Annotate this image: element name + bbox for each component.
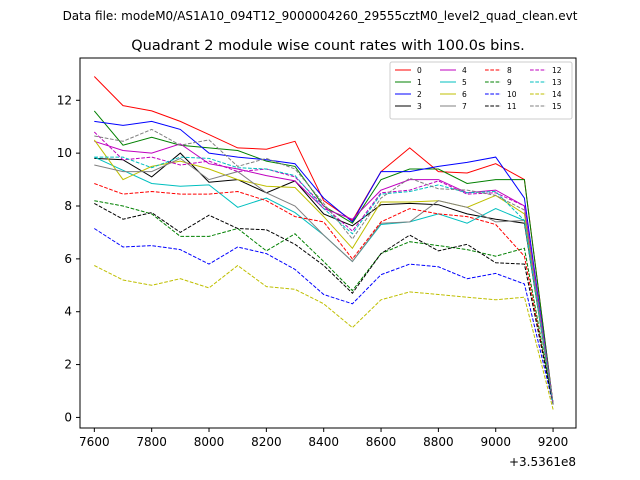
x-tick-label-8000: 8000: [194, 435, 225, 449]
series-line-0: [93, 76, 554, 405]
legend-label-6: 6: [462, 90, 467, 99]
chart-title: Quadrant 2 module wise count rates with …: [131, 38, 525, 54]
legend-label-14: 14: [552, 90, 562, 99]
series-line-2: [94, 120, 554, 405]
x-tick-label-7600: 7600: [79, 435, 110, 449]
series-line-9: [94, 200, 554, 405]
y-tick-label-12: 12: [57, 93, 72, 107]
series-line-12: [93, 131, 554, 405]
series-line-7: [94, 157, 554, 405]
legend-label-10: 10: [507, 90, 517, 99]
series-line-5: [94, 156, 554, 405]
series-line-13: [94, 156, 554, 405]
x-tick-label-8800: 8800: [423, 435, 454, 449]
legend-label-13: 13: [552, 78, 562, 87]
x-axis: 7600 7800 8000 8200 8400 8600 8800 9000 9200: [79, 428, 568, 449]
legend-label-11: 11: [507, 102, 517, 111]
legend-label-12: 12: [552, 66, 562, 75]
y-tick-label-2: 2: [64, 358, 72, 372]
x-offset-label: +3.5361e8: [509, 455, 576, 469]
data-file-label: Data file: modeM0/AS1A10_094T12_90000042…: [63, 9, 578, 23]
x-tick-label-9200: 9200: [538, 435, 569, 449]
y-tick-label-10: 10: [57, 146, 72, 160]
x-tick-label-8200: 8200: [251, 435, 282, 449]
legend-label-15: 15: [552, 102, 562, 111]
series-layer: [93, 76, 554, 410]
plot-frame: [79, 57, 577, 429]
series-line-3: [94, 152, 554, 405]
legend-label-4: 4: [462, 66, 467, 75]
y-tick-label-8: 8: [64, 199, 72, 213]
series-line-8: [94, 183, 554, 405]
legend-label-3: 3: [417, 102, 422, 111]
legend-label-7: 7: [462, 102, 467, 111]
legend-label-5: 5: [462, 78, 467, 87]
x-tick-label-9000: 9000: [480, 435, 511, 449]
y-tick-label-4: 4: [64, 305, 72, 319]
legend-label-9: 9: [507, 78, 512, 87]
series-line-11: [94, 202, 554, 405]
legend-label-8: 8: [507, 66, 512, 75]
y-tick-label-6: 6: [64, 252, 72, 266]
x-tick-label-7800: 7800: [136, 435, 167, 449]
series-line-15: [94, 128, 554, 405]
legend-label-1: 1: [417, 78, 422, 87]
series-line-14: [94, 264, 554, 410]
series-line-10: [94, 228, 554, 405]
y-tick-label-0: 0: [64, 410, 72, 424]
y-axis: 0 2 4 6 8 10 12: [57, 93, 80, 424]
x-tick-label-8600: 8600: [366, 435, 397, 449]
series-line-6: [93, 139, 554, 405]
series-line-1: [93, 110, 554, 405]
legend-label-2: 2: [417, 90, 422, 99]
legend-box: [389, 61, 573, 120]
legend-label-0: 0: [417, 66, 422, 75]
x-tick-label-8400: 8400: [308, 435, 339, 449]
